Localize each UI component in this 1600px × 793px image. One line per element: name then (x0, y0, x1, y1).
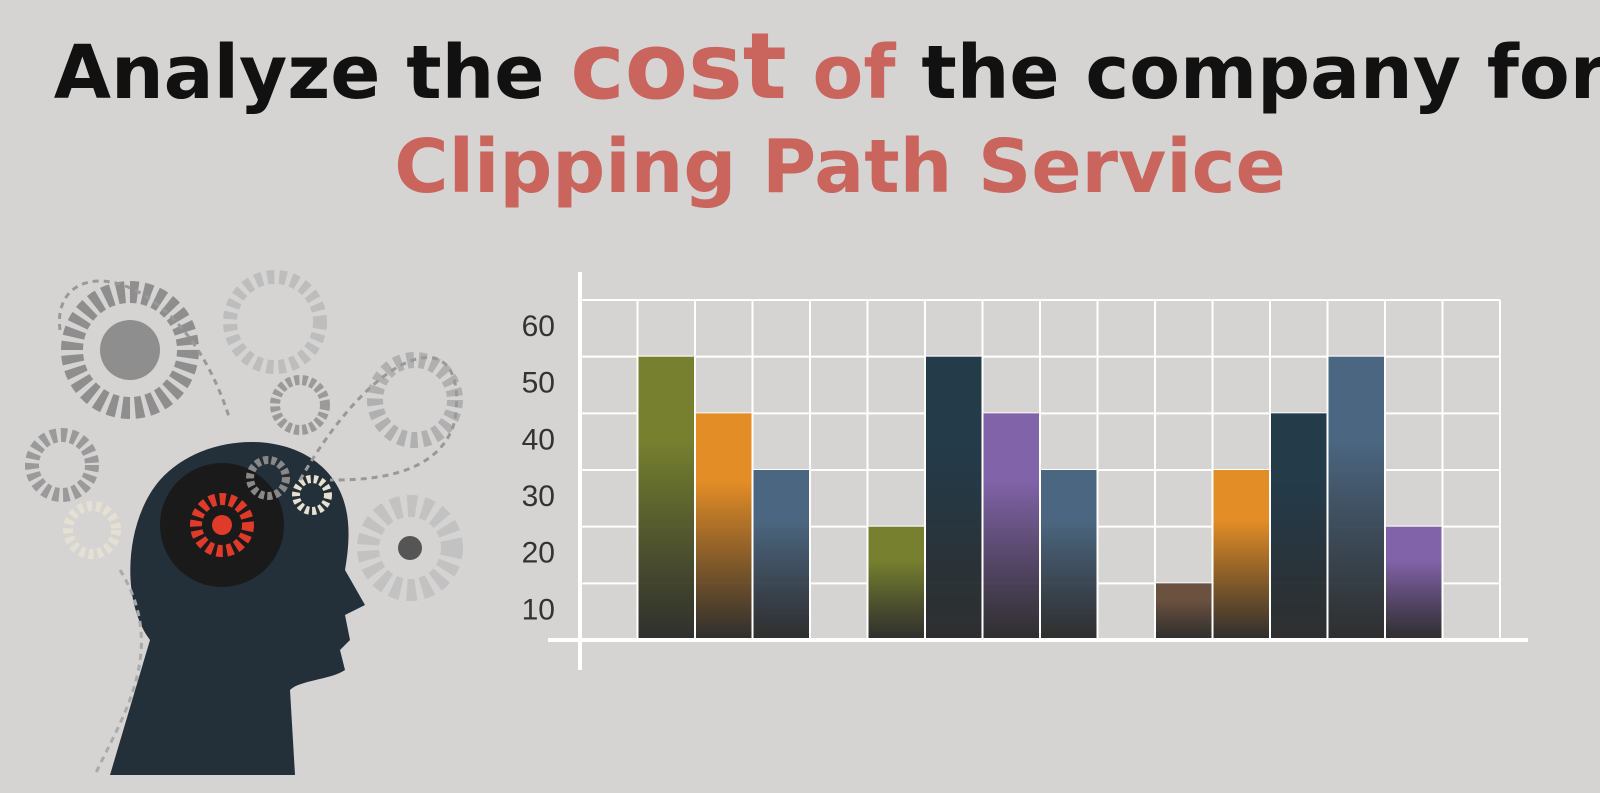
title-part: cost (570, 13, 786, 120)
y-tick-label: 50 (522, 367, 555, 400)
bar (1213, 470, 1269, 640)
head-illustration (25, 270, 463, 776)
title-part: of (813, 30, 897, 116)
bar (926, 356, 982, 640)
bar (1328, 356, 1384, 640)
bar (868, 526, 924, 640)
bar (1271, 413, 1327, 640)
bar (983, 413, 1039, 640)
y-tick-label: 20 (522, 537, 555, 570)
bar (1386, 526, 1442, 640)
chart-subtitle: Clipping Path Service (394, 124, 1285, 210)
bar (696, 413, 752, 640)
title-part: the company for (921, 30, 1600, 116)
bar (1041, 470, 1097, 640)
y-tick-label: 40 (522, 423, 555, 456)
bar (1156, 583, 1212, 640)
y-tick-label: 10 (522, 593, 555, 626)
chart-title: Analyze the cost of the company for (54, 13, 1600, 120)
title-part: Analyze the (54, 30, 545, 116)
bar (753, 470, 809, 640)
bar (638, 356, 694, 640)
y-tick-label: 30 (522, 480, 555, 513)
y-tick-label: 60 (522, 310, 555, 343)
